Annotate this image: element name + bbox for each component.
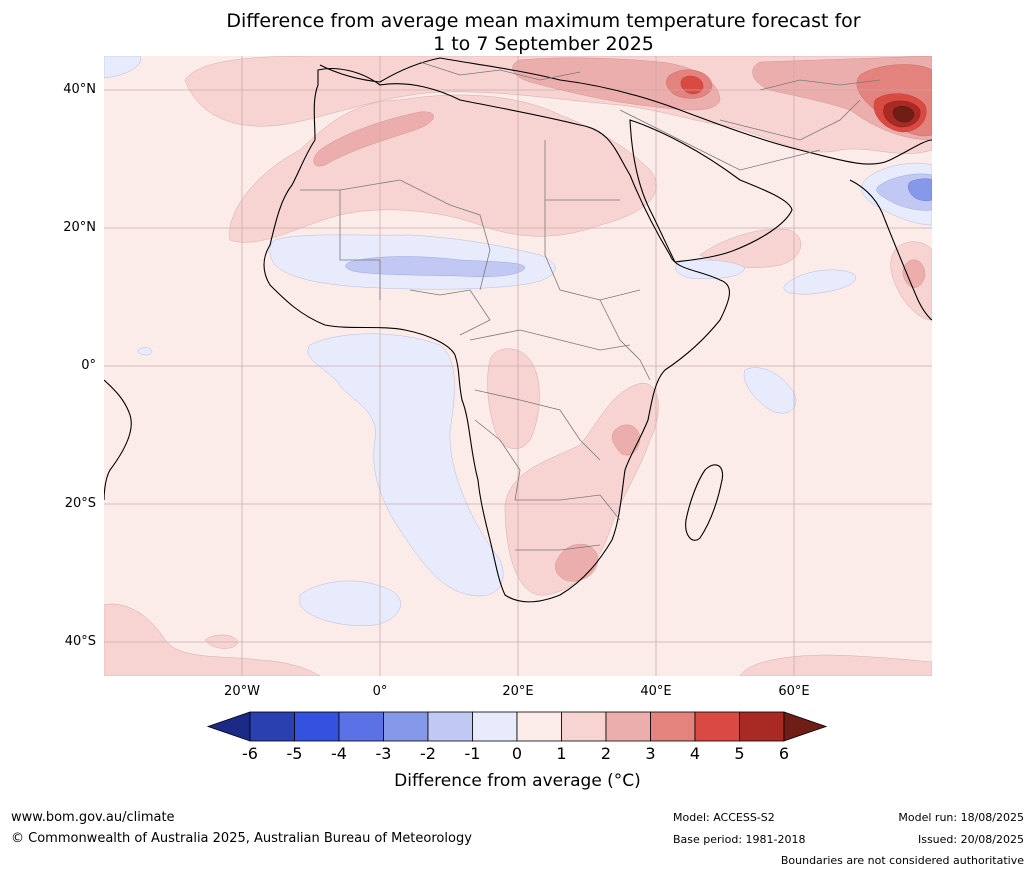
colorbar-swatch	[739, 711, 785, 742]
anomaly-region-south-ocean	[104, 603, 321, 676]
anomaly-region-small-cool-1	[137, 347, 153, 356]
lon-label-0: 0°	[372, 684, 388, 699]
anomaly-region-indian-ocean-cool	[743, 367, 797, 414]
anomaly-region-caspian-core	[680, 75, 704, 95]
colorbar-swatch	[650, 711, 696, 742]
anomaly-region-south-ocean-east	[739, 654, 932, 676]
anomaly-region-europe	[184, 56, 932, 154]
lat-label-0: 0°	[81, 358, 96, 373]
anomaly-region-gulf-guinea-cool	[307, 333, 504, 597]
anomaly-layer	[104, 56, 932, 676]
border-middle-east	[619, 109, 821, 171]
border-nigeria	[409, 289, 491, 336]
colorbar-swatch	[338, 711, 384, 742]
colorbar-swatch	[472, 711, 518, 742]
footer-disclaimer: Boundaries are not considered authoritat…	[780, 854, 1024, 867]
anomaly-region-tibet-coolest	[908, 178, 932, 201]
anomaly-region-himalaya-max	[892, 106, 915, 123]
colorbar-tick-label: 0	[511, 744, 523, 763]
border-congo	[474, 389, 601, 461]
anomaly-region-sahel-cooler	[345, 256, 526, 277]
lat-label-40n: 40°N	[63, 82, 96, 97]
footer-issued: Issued: 20/08/2025	[917, 833, 1024, 846]
footer-copyright: © Commonwealth of Australia 2025, Austra…	[11, 831, 472, 846]
border-sudan	[544, 200, 641, 301]
coastline-arabia	[629, 119, 793, 263]
border-namibia-sa	[515, 544, 601, 551]
colorbar-swatch	[427, 711, 473, 742]
lat-label-40s: 40°S	[64, 634, 96, 649]
graticule	[104, 56, 932, 676]
country-borders	[300, 61, 881, 551]
anomaly-region-north-africa	[229, 94, 657, 243]
anomaly-region-atlantic-north-cool	[104, 56, 142, 79]
colorbar-extend-low	[206, 711, 251, 742]
footer-model: Model: ACCESS-S2	[673, 811, 775, 824]
anomaly-region-south-africa	[555, 543, 599, 582]
map-title-line-2: 1 to 7 September 2025	[433, 33, 654, 55]
colorbar-tick-label: 1	[556, 744, 567, 763]
colorbar-swatch	[605, 711, 651, 742]
coastline-india	[849, 179, 932, 321]
border-southern	[515, 494, 621, 521]
lat-label-20s: 20°S	[64, 496, 96, 511]
coastline-madagascar	[685, 464, 724, 541]
anomaly-region-horn-cool	[675, 259, 746, 279]
footer-website: www.bom.gov.au/climate	[11, 810, 175, 825]
colorbar-tick-label: -6	[242, 744, 258, 763]
colorbar-swatch	[294, 711, 340, 742]
border-central-africa	[469, 329, 631, 351]
anomaly-region-south-atlantic-cool	[299, 580, 401, 626]
footer-model-run: Model run: 18/08/2025	[898, 811, 1024, 824]
coastlines	[104, 57, 932, 603]
colorbar-tick-label: 4	[689, 744, 701, 763]
lon-label-40e: 40°E	[640, 684, 672, 699]
footer-base-period: Base period: 1981-2018	[673, 833, 806, 846]
colorbar	[206, 711, 828, 742]
coastline-europe	[319, 57, 932, 165]
colorbar-tick-label: -1	[464, 744, 481, 763]
coastline-africa	[263, 68, 730, 603]
colorbar-tick-label: 2	[600, 744, 612, 763]
colorbar-swatch	[694, 711, 740, 742]
border-angola	[474, 419, 521, 501]
border-sahara-west	[300, 189, 381, 300]
lon-label-60e: 60°E	[778, 684, 810, 699]
colorbar-tick-label: -4	[331, 744, 347, 763]
lat-label-20n: 20°N	[63, 220, 96, 235]
colorbar-tick-label: -3	[375, 744, 392, 763]
colorbar-tick-label: 5	[734, 744, 745, 763]
coastline-south-america	[104, 379, 132, 501]
anomaly-region-eastern-europe	[512, 57, 721, 111]
lon-label-20w: 20°W	[224, 684, 260, 699]
anomaly-region-mozambique	[611, 424, 641, 456]
border-sahara-central	[339, 179, 491, 291]
lon-label-20e: 20°E	[502, 684, 534, 699]
colorbar-tick-label: -5	[286, 744, 303, 763]
colorbar-swatch	[516, 711, 562, 742]
colorbar-swatch	[561, 711, 607, 742]
colorbar-tick-label: 3	[645, 744, 656, 763]
border-central-asia	[759, 79, 881, 91]
anomaly-region-morocco	[313, 111, 434, 167]
border-iran	[719, 99, 861, 141]
colorbar-title: Difference from average (°C)	[394, 771, 641, 791]
anomaly-region-arabian-sea-cool	[783, 269, 856, 295]
colorbar-tick-label: -2	[420, 744, 436, 763]
colorbar-swatch	[383, 711, 429, 742]
colorbar-tick-label: 6	[778, 744, 790, 763]
border-europe	[419, 61, 581, 81]
border-east-africa	[599, 299, 651, 381]
colorbar-extend-high	[783, 711, 828, 742]
colorbar-swatch	[249, 711, 295, 742]
anomaly-region-india-core	[902, 259, 926, 288]
map-title-line-1: Difference from average mean maximum tem…	[226, 10, 861, 32]
